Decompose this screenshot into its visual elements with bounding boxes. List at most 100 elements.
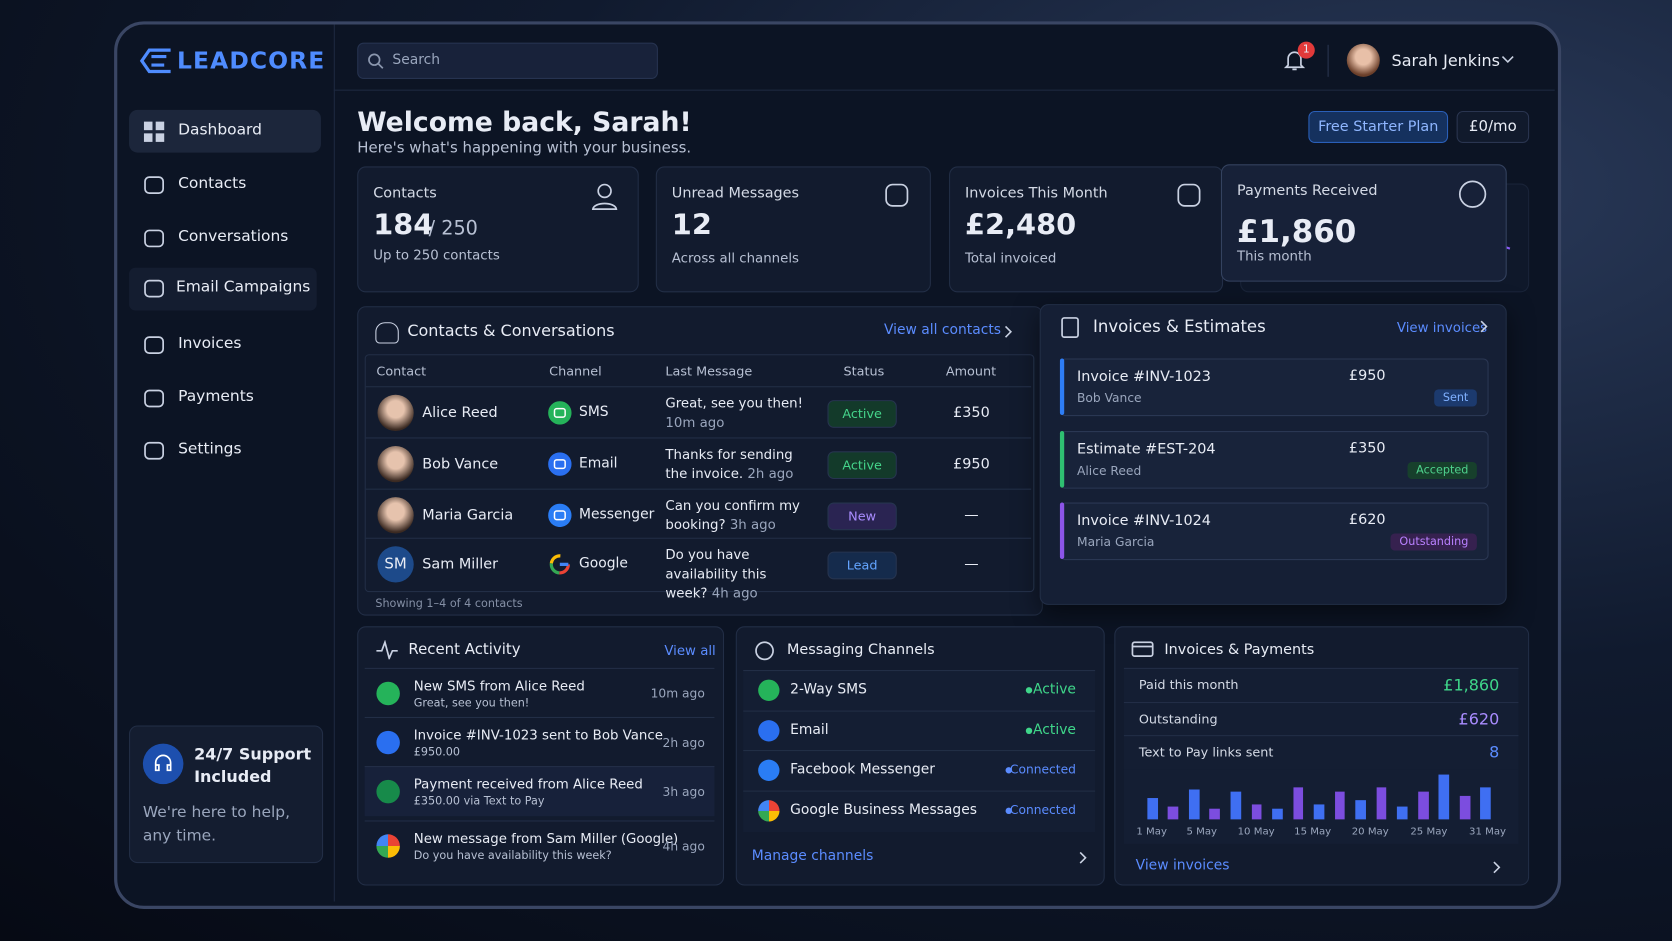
chart-x-label: 25 May — [1410, 825, 1448, 838]
activity-title: New message from Sam Miller (Google) — [413, 830, 679, 847]
payment-row — [1123, 735, 1519, 770]
logo-icon — [139, 48, 171, 74]
payment-label: Outstanding — [1138, 711, 1218, 727]
chart-x-label: 31 May — [1469, 825, 1507, 838]
panel-link[interactable]: View invoices — [1396, 319, 1488, 336]
invoice-client: Maria Garcia — [1076, 534, 1155, 550]
panel-icon — [754, 640, 777, 661]
stat-note: This month — [1236, 247, 1312, 264]
nav-item[interactable]: Conversations — [178, 228, 289, 246]
activity-title: New SMS from Alice Reed — [413, 677, 585, 694]
chart-bar — [1168, 806, 1179, 820]
panel-link[interactable]: View all contacts — [883, 322, 1002, 339]
nav-item[interactable]: Contacts — [178, 174, 247, 193]
column-header: Amount — [945, 363, 997, 379]
column-header: Last Message — [665, 363, 753, 379]
chart-bar — [1251, 804, 1262, 820]
channel-row — [743, 670, 1096, 712]
channel-icon — [548, 401, 572, 425]
stat-value: 184 — [373, 209, 434, 243]
chevron — [1492, 859, 1503, 874]
row-divider — [365, 537, 1032, 539]
panel-link[interactable]: View invoices — [1135, 857, 1230, 874]
stat-label: Payments Received — [1236, 182, 1378, 200]
sidebar-divider — [333, 24, 335, 902]
contact-avatar — [377, 497, 414, 534]
contact-avatar — [377, 394, 414, 432]
amount: — — [964, 555, 979, 573]
activity-sub: £350.00 via Text to Pay — [413, 794, 545, 808]
channel-name: Facebook Messenger — [790, 761, 935, 778]
panel-icon — [375, 322, 399, 344]
last-message: Do you have availability this week? 4h a… — [665, 546, 767, 601]
channel-name: Google — [579, 555, 628, 572]
channel-name: Google Business Messages — [790, 802, 977, 819]
nav-item[interactable]: Payments — [178, 388, 254, 406]
status-pill: Active — [827, 400, 897, 428]
chart-x-label: 15 May — [1294, 825, 1332, 838]
support-text: We're here to help, any time. — [142, 804, 291, 845]
nav-item[interactable]: Invoices — [178, 335, 242, 353]
nav-item[interactable]: Email Campaigns — [175, 278, 311, 296]
contact-name: Maria Garcia — [422, 506, 514, 524]
amount: — — [964, 506, 979, 524]
amount: £950 — [953, 455, 990, 473]
panel-link[interactable]: View all — [664, 642, 716, 659]
channel-row — [743, 750, 1096, 792]
search-box[interactable] — [357, 42, 658, 79]
contact-avatar: SM — [377, 546, 414, 583]
nav-item[interactable]: Dashboard — [178, 121, 262, 139]
activity-sub: Great, see you then! — [413, 696, 530, 710]
activity-sub: £950.00 — [413, 745, 461, 759]
nav-icon — [143, 334, 166, 357]
chart-bar — [1293, 787, 1304, 820]
channel-icon-svg — [548, 503, 572, 528]
invoice-amount: £620 — [1348, 511, 1386, 529]
chevron-svg — [1004, 325, 1013, 338]
nav-icon-svg — [144, 389, 165, 408]
page-subtitle: Here's what's happening with your busine… — [357, 139, 692, 157]
message-time: 3h ago — [729, 516, 776, 533]
activity-time: 3h ago — [662, 784, 705, 800]
nav-icon-svg — [144, 279, 165, 298]
invoice-client: Alice Reed — [1076, 462, 1142, 478]
channel-icon — [758, 800, 780, 822]
stat-icon-svg — [1177, 183, 1201, 207]
nav-item[interactable]: Settings — [178, 440, 242, 458]
stat-note: Up to 250 contacts — [373, 246, 500, 263]
user-name[interactable]: Sarah Jenkins — [1391, 51, 1500, 71]
last-message: Thanks for sending the invoice. 2h ago — [665, 445, 794, 482]
column-header: Status — [843, 363, 885, 379]
stat-value: 12 — [671, 209, 712, 243]
invoice-accent — [1059, 430, 1065, 488]
chart-bar — [1313, 804, 1325, 820]
chart-bar — [1459, 795, 1471, 820]
channel-name: Email — [790, 722, 829, 739]
plan-button[interactable]: Free Starter Plan — [1308, 110, 1449, 143]
stat-value: £1,860 — [1236, 213, 1357, 250]
panel-icon-svg — [1131, 641, 1154, 657]
stat-label: Unread Messages — [671, 184, 800, 202]
activity-icon — [376, 834, 400, 858]
bell-icon[interactable] — [1282, 47, 1308, 73]
table-footer: Showing 1–4 of 4 contacts — [375, 597, 523, 611]
nav-icon-svg — [144, 336, 165, 354]
channel-icon-svg — [548, 401, 572, 425]
channel-status: Active — [1033, 681, 1076, 698]
channel-icon — [548, 503, 572, 528]
chart-bar — [1272, 808, 1283, 820]
panel-title: Messaging Channels — [786, 641, 935, 659]
chart-bar — [1334, 791, 1346, 820]
status-dot — [1025, 727, 1033, 735]
nav-icon — [143, 440, 166, 463]
stat-note: Total invoiced — [965, 249, 1057, 266]
channel-icon-svg — [549, 554, 570, 575]
activity-panel — [357, 626, 725, 886]
invoice-status: Outstanding — [1390, 533, 1477, 551]
chart-x-label: 5 May — [1186, 825, 1218, 838]
stat-note: Across all channels — [671, 249, 799, 266]
panel-title: Invoices & Estimates — [1092, 316, 1266, 337]
activity-sub: Do you have availability this week? — [413, 849, 612, 863]
panel-link[interactable]: Manage channels — [751, 848, 874, 865]
nav-icon — [143, 277, 166, 300]
